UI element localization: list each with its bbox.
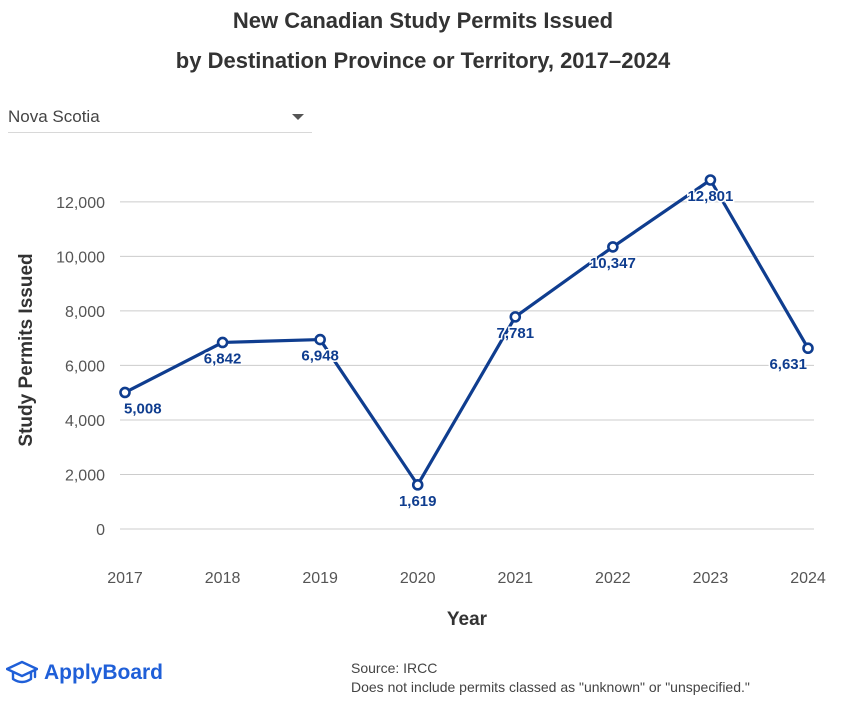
- source-disclaimer: Does not include permits classed as "unk…: [351, 679, 750, 695]
- x-tick-label: 2024: [790, 570, 826, 587]
- logo-text: ApplyBoard: [44, 661, 164, 684]
- x-tick-label: 2023: [693, 570, 729, 587]
- data-point: [509, 311, 522, 323]
- graduation-cap-icon: [6, 660, 38, 684]
- series-line: [124, 178, 810, 487]
- x-tick-label: 2020: [400, 570, 436, 587]
- y-tick-label: 2,000: [65, 467, 105, 484]
- province-dropdown-value: Nova Scotia: [8, 107, 100, 126]
- applyboard-logo[interactable]: ApplyBoard: [6, 660, 163, 686]
- x-axis-title: Year: [447, 609, 488, 630]
- data-point: [216, 336, 229, 349]
- y-tick-label: 4,000: [65, 413, 105, 430]
- chart-title-line1: New Canadian Study Permits Issued: [232, 8, 614, 33]
- data-label: 10,347: [590, 255, 636, 272]
- data-point: [704, 174, 717, 186]
- chart-title-line2: by Destination Province or Territory, 20…: [175, 48, 671, 73]
- data-point: [607, 241, 619, 253]
- line-chart: 0 2,000 4,000 6,000 8,000 10,000 12,000 2017 201…: [16, 174, 826, 630]
- data-label: 6,948: [301, 348, 339, 365]
- y-tick-label: 6,000: [65, 358, 105, 375]
- chevron-down-icon[interactable]: [292, 114, 304, 120]
- x-tick-label: 2018: [205, 570, 241, 587]
- data-label: 1,619: [399, 493, 437, 510]
- data-label: 7,781: [497, 325, 535, 342]
- y-tick-label: 8,000: [65, 304, 105, 321]
- data-label: 12,801: [687, 188, 733, 205]
- y-axis-title: Study Permits Issued: [16, 253, 37, 446]
- data-label: 6,842: [204, 350, 242, 367]
- x-tick-label: 2017: [107, 570, 143, 587]
- data-point: [411, 479, 424, 491]
- x-tick-label: 2022: [595, 570, 631, 587]
- x-tick-label: 2021: [497, 570, 533, 587]
- data-point: [119, 386, 131, 399]
- y-tick-label: 10,000: [56, 249, 105, 266]
- source-line: Source: IRCC: [351, 660, 438, 676]
- data-point: [802, 342, 814, 355]
- province-dropdown[interactable]: Nova Scotia: [8, 104, 312, 133]
- data-label: 6,631: [769, 356, 807, 373]
- source-note: Source: IRCC Does not include permits cl…: [351, 659, 750, 697]
- x-tick-label: 2019: [302, 570, 338, 587]
- y-tick-label: 0: [96, 522, 105, 539]
- data-label: 5,008: [124, 400, 162, 417]
- y-tick-label: 12,000: [56, 195, 105, 212]
- data-point: [314, 333, 326, 346]
